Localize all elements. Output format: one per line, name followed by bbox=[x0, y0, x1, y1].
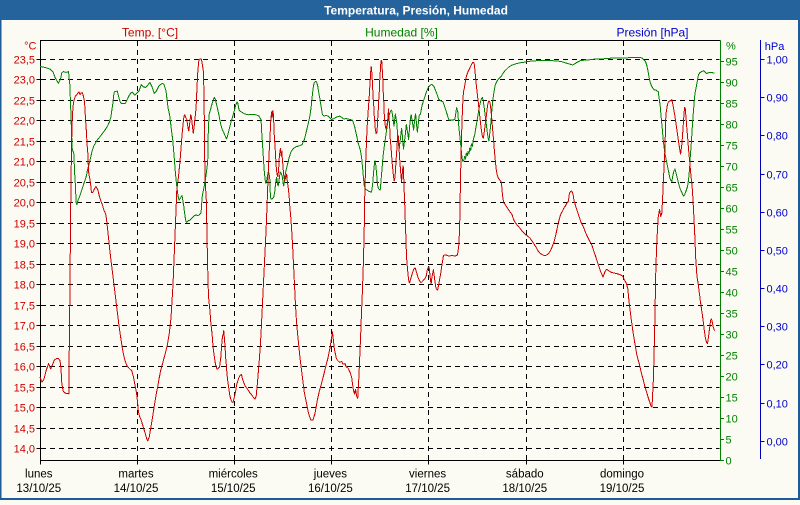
svg-text:0,90: 0,90 bbox=[767, 93, 788, 105]
svg-text:19,5: 19,5 bbox=[14, 219, 35, 231]
svg-text:0,30: 0,30 bbox=[767, 322, 788, 334]
svg-text:17,0: 17,0 bbox=[14, 321, 35, 333]
svg-text:16/10/25: 16/10/25 bbox=[308, 483, 353, 495]
svg-text:95: 95 bbox=[726, 57, 738, 69]
svg-text:16,5: 16,5 bbox=[14, 342, 35, 354]
svg-text:14,5: 14,5 bbox=[14, 424, 35, 436]
svg-text:Humedad [%]: Humedad [%] bbox=[365, 26, 438, 40]
svg-text:70: 70 bbox=[726, 162, 738, 174]
svg-text:17/10/25: 17/10/25 bbox=[405, 483, 450, 495]
svg-text:10: 10 bbox=[726, 414, 738, 426]
svg-text:0,70: 0,70 bbox=[767, 170, 788, 182]
svg-text:30: 30 bbox=[726, 330, 738, 342]
svg-text:15: 15 bbox=[726, 393, 738, 405]
svg-text:90: 90 bbox=[726, 78, 738, 90]
svg-text:1,00: 1,00 bbox=[767, 55, 788, 67]
svg-text:65: 65 bbox=[726, 183, 738, 195]
svg-text:18,5: 18,5 bbox=[14, 260, 35, 272]
svg-text:35: 35 bbox=[726, 309, 738, 321]
svg-text:21,5: 21,5 bbox=[14, 137, 35, 149]
svg-text:22,0: 22,0 bbox=[14, 116, 35, 128]
svg-text:Presión [hPa]: Presión [hPa] bbox=[616, 26, 688, 40]
svg-text:lunes: lunes bbox=[25, 469, 53, 481]
svg-text:75: 75 bbox=[726, 141, 738, 153]
svg-text:20,5: 20,5 bbox=[14, 178, 35, 190]
svg-text:Temp. [°C]: Temp. [°C] bbox=[122, 26, 178, 40]
svg-text:%: % bbox=[726, 41, 736, 53]
svg-text:13/10/25: 13/10/25 bbox=[16, 483, 61, 495]
svg-text:18,0: 18,0 bbox=[14, 280, 35, 292]
svg-text:miércoles: miércoles bbox=[209, 469, 258, 481]
svg-text:15/10/25: 15/10/25 bbox=[211, 483, 256, 495]
svg-text:Temperatura, Presión, Humedad: Temperatura, Presión, Humedad bbox=[324, 4, 508, 18]
svg-text:0,20: 0,20 bbox=[767, 360, 788, 372]
svg-text:martes: martes bbox=[118, 469, 153, 481]
svg-text:50: 50 bbox=[726, 246, 738, 258]
svg-text:16,0: 16,0 bbox=[14, 362, 35, 374]
svg-text:14,0: 14,0 bbox=[14, 444, 35, 456]
svg-text:0,50: 0,50 bbox=[767, 246, 788, 258]
svg-text:°C: °C bbox=[24, 41, 36, 53]
svg-text:viernes: viernes bbox=[409, 469, 446, 481]
svg-text:20: 20 bbox=[726, 372, 738, 384]
svg-text:0,00: 0,00 bbox=[767, 437, 788, 449]
svg-text:55: 55 bbox=[726, 225, 738, 237]
svg-text:23,5: 23,5 bbox=[14, 55, 35, 67]
svg-text:18/10/25: 18/10/25 bbox=[502, 483, 547, 495]
svg-text:domingo: domingo bbox=[600, 469, 644, 481]
svg-text:80: 80 bbox=[726, 120, 738, 132]
svg-text:40: 40 bbox=[726, 288, 738, 300]
svg-text:15,0: 15,0 bbox=[14, 403, 35, 415]
svg-text:15,5: 15,5 bbox=[14, 383, 35, 395]
svg-text:0,80: 0,80 bbox=[767, 131, 788, 143]
svg-text:17,5: 17,5 bbox=[14, 301, 35, 313]
svg-text:hPa: hPa bbox=[765, 41, 785, 53]
svg-text:23,0: 23,0 bbox=[14, 75, 35, 87]
svg-text:45: 45 bbox=[726, 267, 738, 279]
svg-text:60: 60 bbox=[726, 204, 738, 216]
svg-text:19/10/25: 19/10/25 bbox=[600, 483, 645, 495]
svg-text:21,0: 21,0 bbox=[14, 157, 35, 169]
svg-text:0,60: 0,60 bbox=[767, 208, 788, 220]
svg-text:5: 5 bbox=[726, 435, 732, 447]
svg-text:85: 85 bbox=[726, 99, 738, 111]
svg-text:jueves: jueves bbox=[313, 469, 347, 481]
svg-text:sábado: sábado bbox=[506, 469, 544, 481]
svg-text:20,0: 20,0 bbox=[14, 198, 35, 210]
svg-text:14/10/25: 14/10/25 bbox=[114, 483, 159, 495]
svg-text:0: 0 bbox=[726, 456, 732, 468]
svg-text:25: 25 bbox=[726, 351, 738, 363]
svg-text:0,10: 0,10 bbox=[767, 399, 788, 411]
svg-text:0,40: 0,40 bbox=[767, 284, 788, 296]
svg-text:22,5: 22,5 bbox=[14, 96, 35, 108]
svg-text:19,0: 19,0 bbox=[14, 239, 35, 251]
